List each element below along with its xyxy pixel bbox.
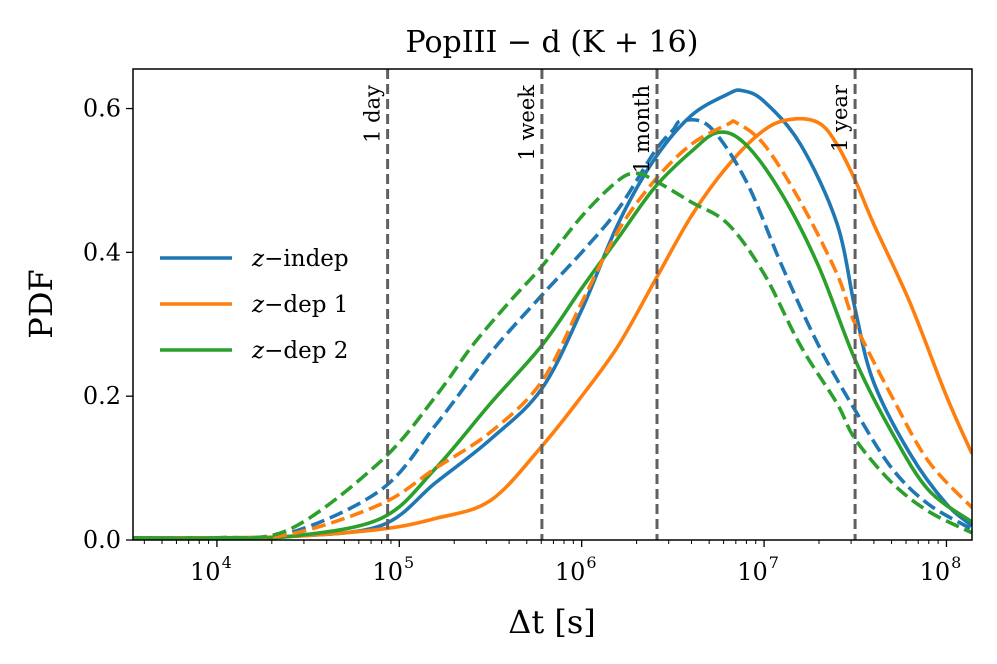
solid-series-line — [133, 130, 972, 540]
y-tick-label: 0.6 — [83, 95, 121, 123]
reference-vline-label: 1 week — [515, 85, 539, 161]
legend-label-suffix: −indep — [264, 246, 349, 272]
x-tick-exponent: 6 — [586, 553, 596, 572]
legend: z−indep z−dep 1 z−dep 2 — [160, 246, 349, 364]
legend-label-suffix: −dep 2 — [264, 338, 348, 364]
y-axis-label: PDF — [22, 269, 60, 338]
x-tick-label: 106 — [555, 553, 597, 586]
reference-vline-label: 1 day — [361, 85, 385, 143]
reference-vline-label: 1 month — [630, 85, 654, 173]
legend-label: z−indep — [251, 246, 349, 272]
legend-label: z−dep 2 — [251, 338, 348, 364]
y-tick-label: 0.4 — [83, 238, 121, 266]
axes-frame — [132, 68, 973, 541]
dashed-series-line — [133, 117, 972, 540]
dashed-series-line — [133, 171, 972, 540]
solid-series-line — [133, 88, 972, 540]
chart-title: PopIII − d (K + 16) — [406, 25, 699, 60]
x-tick-exponent: 4 — [222, 553, 232, 572]
x-tick-exponent: 8 — [951, 553, 961, 572]
y-tick-label: 0.0 — [83, 526, 121, 554]
x-tick-exponent: 5 — [404, 553, 414, 572]
x-tick-exponent: 7 — [769, 553, 779, 572]
legend-label-suffix: −dep 1 — [264, 292, 348, 318]
reference-vline-label: 1 year — [828, 84, 852, 152]
x-tick-label: 104 — [190, 553, 232, 586]
x-tick-label: 107 — [737, 553, 779, 586]
x-tick-label: 108 — [920, 553, 962, 586]
dashed-series-line — [133, 119, 972, 540]
legend-label: z−dep 1 — [251, 292, 348, 318]
solid-series-line — [133, 116, 972, 540]
plot-area: 0.0 0.2 0.4 0.6 104 105 106 107 108 1 day 1 week 1 … — [83, 68, 973, 586]
x-tick-label: 105 — [372, 553, 414, 586]
series-lines — [133, 88, 972, 540]
y-tick-label: 0.2 — [83, 382, 121, 410]
x-axis-label: Δt [s] — [508, 603, 596, 641]
